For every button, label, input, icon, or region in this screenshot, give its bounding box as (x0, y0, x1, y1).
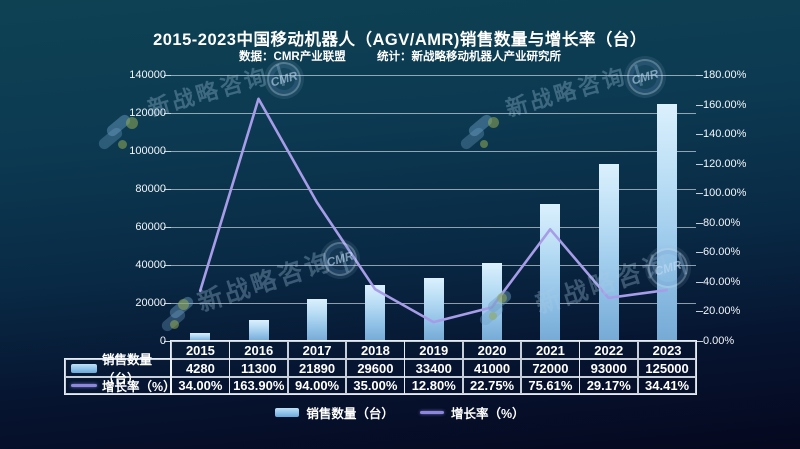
y-axis-tick (164, 189, 171, 190)
growth-line-chart (198, 97, 669, 324)
pct-axis-label: 120.00% (703, 157, 747, 170)
pct-axis-label: 140.00% (703, 128, 747, 141)
sales-cell: 125000 (637, 359, 697, 377)
pct-axis-tick (696, 252, 703, 254)
bar-2017 (306, 299, 327, 341)
y-axis-label: 60000 (135, 221, 166, 233)
sales-cell: 33400 (404, 359, 464, 377)
chart-subtitle: 数据：CMR产业联盟 统计：新战略移动机器人产业研究所 (0, 48, 800, 64)
bar-series-label: 销售数量（台） (102, 353, 153, 386)
gridline (171, 113, 696, 114)
bar-2018 (365, 284, 386, 341)
year-cell: 2022 (579, 341, 639, 359)
sales-cell: 4280 (171, 359, 230, 377)
y-axis-label: 0 (159, 335, 166, 347)
growth-cell: 75.61% (521, 377, 580, 394)
pct-axis-label: 60.00% (703, 246, 741, 259)
pct-axis-label: 80.00% (703, 216, 741, 229)
bar-2016 (248, 319, 269, 341)
y-axis-tick (164, 227, 171, 228)
pct-axis-label: 180.00% (703, 69, 747, 81)
growth-cell: 35.00% (346, 377, 405, 394)
growth-cell: 22.75% (462, 377, 522, 394)
y-axis-tick (164, 151, 171, 152)
pct-axis-tick (696, 341, 703, 342)
line-series-label: 增长率（%） (102, 380, 176, 394)
gridline (171, 265, 696, 266)
pct-axis-label: 20.00% (703, 305, 741, 318)
pct-axis-tick (696, 281, 703, 283)
year-cell: 2017 (287, 341, 347, 359)
y-axis-tick (164, 265, 171, 266)
pct-axis-tick (696, 134, 703, 136)
y-axis-label: 140000 (129, 69, 166, 81)
line-series-swatch (71, 384, 97, 387)
pct-axis-label: 0.00% (703, 335, 735, 347)
y-axis-label: 20000 (135, 297, 166, 309)
sales-cell: 41000 (462, 359, 522, 377)
y-axis-label: 80000 (135, 183, 166, 195)
growth-cell: 94.00% (287, 377, 347, 394)
gridline (171, 75, 696, 76)
gridline (171, 151, 696, 152)
year-cell: 2015 (171, 341, 230, 359)
growth-cell: 34.41% (637, 377, 697, 394)
stat-source-label: 统计：新战略移动机器人产业研究所 (376, 51, 561, 63)
sales-cell: 93000 (579, 359, 639, 377)
gridline (171, 189, 696, 190)
legend-bar-label: 销售数量（台） (306, 407, 394, 421)
legend-bar-swatch (275, 408, 300, 417)
sales-cell: 11300 (229, 359, 289, 377)
year-cell: 2021 (521, 341, 580, 359)
pct-axis-label: 40.00% (703, 275, 741, 288)
growth-cell: 163.90% (229, 377, 289, 394)
chart-title: 2015-2023中国移动机器人（AGV/AMR)销售数量与增长率（台） (153, 31, 647, 49)
bar-2023 (656, 103, 677, 341)
growth-cell: 12.80% (404, 377, 464, 394)
sales-cell: 21890 (287, 359, 347, 377)
data-source-label: 数据：CMR产业联盟 (239, 51, 346, 63)
pct-axis-tick (696, 193, 703, 195)
y-axis-tick (164, 75, 171, 76)
year-cell: 2018 (346, 341, 405, 359)
chart-legend: 销售数量（台） 增长率（%） (0, 403, 800, 422)
legend-line-label: 增长率（%） (450, 407, 525, 421)
pct-axis-tick (696, 75, 703, 76)
plot-area (171, 75, 696, 341)
y-axis-tick (164, 341, 171, 342)
pct-axis-tick (696, 311, 703, 313)
pct-axis-tick (696, 222, 703, 224)
pct-axis-tick (696, 163, 703, 165)
pct-axis-label: 100.00% (703, 187, 747, 200)
gridline (171, 227, 696, 228)
bar-2021 (540, 204, 561, 341)
year-cell: 2020 (462, 341, 522, 359)
table-row-header-sales: 销售数量（台） (65, 353, 171, 386)
y-axis-label: 100000 (129, 145, 166, 157)
bar-2019 (423, 277, 444, 341)
bar-2020 (481, 263, 502, 341)
y-axis-tick (164, 303, 171, 304)
pct-axis-label: 160.00% (703, 98, 747, 111)
growth-cell: 29.17% (579, 377, 639, 394)
y-axis-label: 120000 (129, 107, 166, 119)
y-axis-label: 40000 (135, 259, 166, 271)
bar-series-swatch (71, 363, 97, 373)
pct-axis-tick (696, 104, 703, 106)
legend-line-swatch (419, 411, 444, 414)
bar-2015 (190, 332, 211, 341)
sales-cell: 72000 (521, 359, 580, 377)
year-cell: 2016 (229, 341, 289, 359)
year-cell: 2023 (637, 341, 697, 359)
y-axis-tick (164, 113, 171, 114)
growth-cell: 34.00% (171, 377, 230, 394)
table-row-header-growth: 增长率（%） (65, 377, 176, 394)
growth-line (198, 97, 669, 324)
sales-cell: 29600 (346, 359, 405, 377)
year-cell: 2019 (404, 341, 464, 359)
